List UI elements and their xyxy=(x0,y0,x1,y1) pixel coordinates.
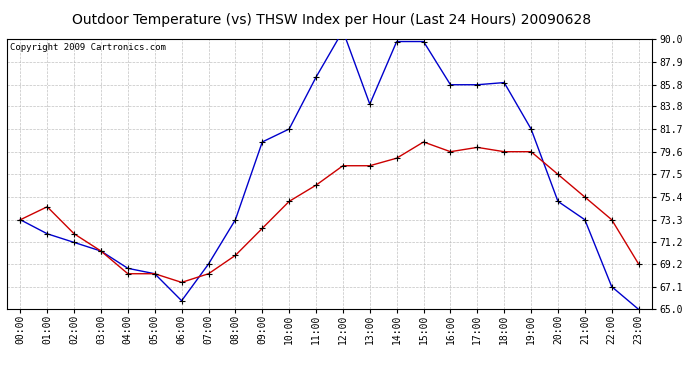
Text: Copyright 2009 Cartronics.com: Copyright 2009 Cartronics.com xyxy=(10,44,166,52)
Text: Outdoor Temperature (vs) THSW Index per Hour (Last 24 Hours) 20090628: Outdoor Temperature (vs) THSW Index per … xyxy=(72,13,591,27)
